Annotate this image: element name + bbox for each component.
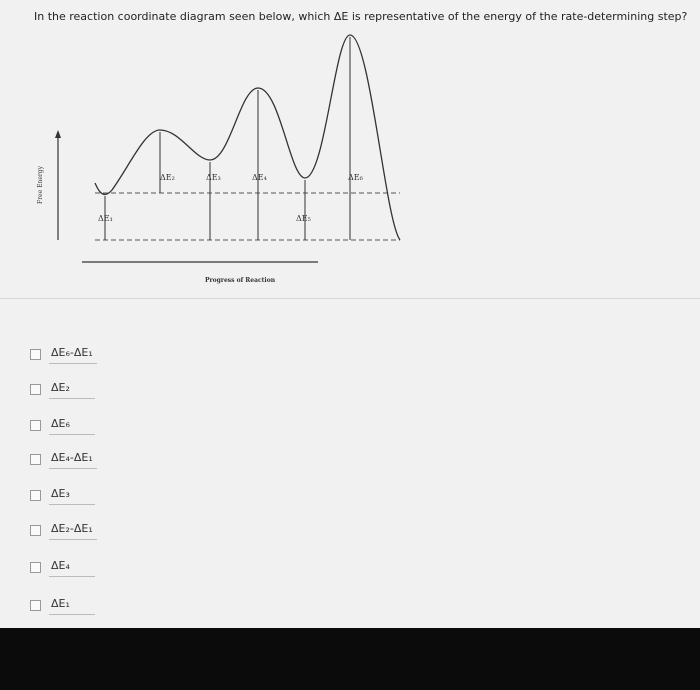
option[interactable]: ΔE₂-ΔE₁ [30, 520, 97, 540]
diagram-label: ΔE₄ [252, 173, 267, 182]
option[interactable]: ΔE₄-ΔE₁ [30, 449, 97, 469]
diagram-label: ΔE₆ [348, 173, 363, 182]
x-axis-label: Progress of Reaction [205, 277, 276, 284]
diagram-label: ΔE₁ [98, 214, 113, 223]
diagram-label: ΔE₂ [160, 173, 175, 182]
diagram-label: ΔE₅ [296, 214, 311, 223]
option-label[interactable]: ΔE₄-ΔE₁ [49, 449, 97, 469]
energy-arrows [104, 37, 351, 240]
option-label[interactable]: ΔE₆ [49, 415, 95, 435]
checkbox[interactable] [30, 419, 41, 431]
option-label[interactable]: ΔE₁ [49, 595, 95, 615]
diagram-label: ΔE₃ [206, 173, 221, 182]
option-label[interactable]: ΔE₄ [49, 557, 95, 577]
option[interactable]: ΔE₄ [30, 557, 95, 577]
checkbox[interactable] [30, 348, 41, 360]
option-label[interactable]: ΔE₂ [49, 379, 95, 399]
checkbox[interactable] [30, 489, 41, 501]
checkbox[interactable] [30, 453, 41, 465]
y-arrow [55, 130, 61, 138]
option-label[interactable]: ΔE₂-ΔE₁ [49, 520, 97, 540]
footer-bar [0, 628, 700, 690]
reaction-diagram: Free Energy Progress of Reaction ΔE₁ ΔE₂… [37, 34, 401, 284]
option[interactable]: ΔE₂ [30, 379, 95, 399]
checkbox[interactable] [30, 524, 41, 536]
separator [0, 298, 700, 299]
option[interactable]: ΔE₆-ΔE₁ [30, 344, 97, 364]
option[interactable]: ΔE₆ [30, 415, 95, 435]
option-label[interactable]: ΔE₃ [49, 485, 95, 505]
option[interactable]: ΔE₃ [30, 485, 95, 505]
y-axis-label: Free Energy [37, 165, 44, 204]
option-label[interactable]: ΔE₆-ΔE₁ [49, 344, 97, 364]
checkbox[interactable] [30, 561, 41, 573]
question-text: In the reaction coordinate diagram seen … [34, 10, 688, 23]
checkbox[interactable] [30, 383, 41, 395]
option[interactable]: ΔE₁ [30, 595, 95, 615]
energy-curve [94, 34, 401, 241]
checkbox[interactable] [30, 599, 41, 611]
